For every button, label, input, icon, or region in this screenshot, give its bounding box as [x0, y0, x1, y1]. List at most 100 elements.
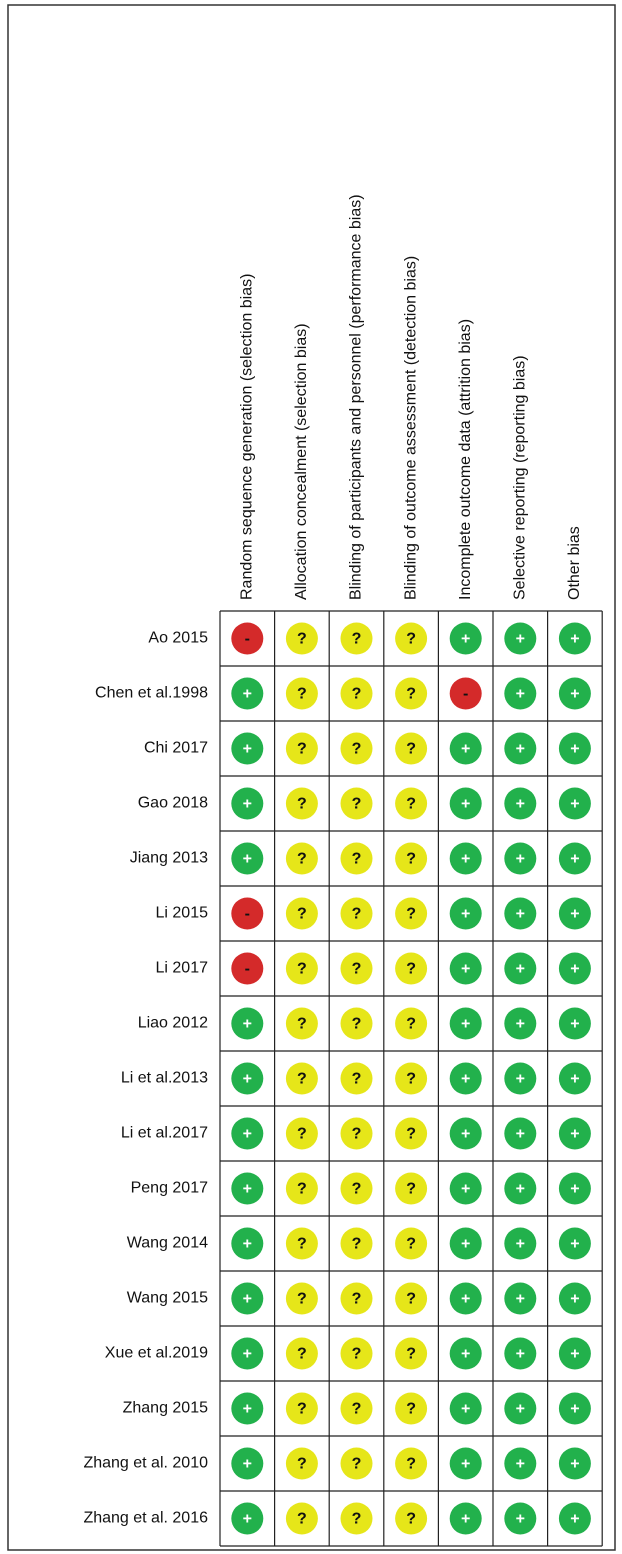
judgment-symbol: + — [243, 1346, 252, 1363]
judgment-symbol: + — [570, 961, 579, 978]
judgment-symbol: + — [570, 1401, 579, 1418]
judgment-symbol: + — [570, 1181, 579, 1198]
judgment-dot — [395, 1062, 428, 1095]
study-label: Wang 2014 — [127, 1235, 208, 1252]
judgment-symbol: + — [570, 1291, 579, 1308]
judgment-dot — [285, 732, 318, 765]
judgment-symbol: ? — [406, 686, 416, 703]
judgment-symbol: ? — [352, 1126, 362, 1143]
judgment-symbol: ? — [297, 1016, 307, 1033]
judgment-symbol: + — [516, 906, 525, 923]
judgment-symbol: ? — [406, 1126, 416, 1143]
judgment-dot — [231, 677, 264, 710]
judgment-dot — [504, 1447, 537, 1480]
judgment-dot — [449, 1172, 482, 1205]
judgment-symbol: + — [243, 1456, 252, 1473]
judgment-symbol: + — [461, 1346, 470, 1363]
judgment-symbol: + — [570, 1071, 579, 1088]
judgment-dot — [558, 1062, 591, 1095]
judgment-symbol: ? — [406, 1401, 416, 1418]
study-label: Zhang 2015 — [123, 1400, 209, 1417]
judgment-symbol: ? — [352, 961, 362, 978]
judgment-dot — [504, 1172, 537, 1205]
judgment-dot — [449, 1447, 482, 1480]
judgment-symbol: + — [516, 1456, 525, 1473]
judgment-dot — [558, 677, 591, 710]
judgment-symbol: ? — [406, 1071, 416, 1088]
judgment-dot — [504, 1337, 537, 1370]
judgment-symbol: ? — [352, 1236, 362, 1253]
judgment-symbol: ? — [297, 851, 307, 868]
judgment-dot — [231, 1227, 264, 1260]
judgment-symbol: + — [461, 1401, 470, 1418]
judgment-dot — [340, 1282, 373, 1315]
judgment-dot — [449, 1117, 482, 1150]
judgment-symbol: ? — [297, 796, 307, 813]
judgment-symbol: ? — [352, 1401, 362, 1418]
judgment-dot — [558, 842, 591, 875]
judgment-dot — [504, 952, 537, 985]
judgment-symbol: ? — [406, 1181, 416, 1198]
judgment-symbol: + — [516, 1291, 525, 1308]
judgment-dot — [449, 1392, 482, 1425]
judgment-dot — [449, 1282, 482, 1315]
judgment-symbol: ? — [297, 1511, 307, 1528]
study-label: Peng 2017 — [131, 1180, 209, 1197]
judgment-dot — [504, 1062, 537, 1095]
judgment-dot — [449, 732, 482, 765]
judgment-dot — [395, 952, 428, 985]
judgment-dot — [504, 1282, 537, 1315]
judgment-dot — [449, 952, 482, 985]
judgment-symbol: ? — [352, 1456, 362, 1473]
judgment-dot — [449, 842, 482, 875]
judgment-symbol: + — [570, 686, 579, 703]
judgment-dot — [504, 842, 537, 875]
judgment-dot — [395, 1172, 428, 1205]
column-header: Incomplete outcome data (attrition bias) — [457, 319, 474, 600]
judgment-dot — [285, 787, 318, 820]
judgment-symbol: + — [243, 1016, 252, 1033]
judgment-symbol: + — [243, 1401, 252, 1418]
study-label: Zhang et al. 2016 — [83, 1510, 208, 1527]
judgment-symbol: + — [516, 1346, 525, 1363]
judgment-dot — [285, 622, 318, 655]
judgment-symbol: + — [461, 1291, 470, 1308]
judgment-dot — [504, 1007, 537, 1040]
judgment-symbol: ? — [297, 1236, 307, 1253]
judgment-dot — [285, 1227, 318, 1260]
study-label: Chi 2017 — [144, 740, 208, 757]
judgment-dot — [231, 1337, 264, 1370]
judgment-dot — [231, 1282, 264, 1315]
judgment-dot — [449, 897, 482, 930]
judgment-dot — [340, 1337, 373, 1370]
judgment-dot — [558, 622, 591, 655]
judgment-symbol: ? — [406, 741, 416, 758]
judgment-dot — [558, 1447, 591, 1480]
judgment-dot — [285, 1392, 318, 1425]
judgment-dot — [449, 787, 482, 820]
judgment-dot — [231, 1117, 264, 1150]
judgment-dot — [231, 622, 264, 655]
judgment-dot — [558, 1282, 591, 1315]
judgment-symbol: + — [516, 1181, 525, 1198]
judgment-symbol: ? — [352, 1346, 362, 1363]
judgment-symbol: - — [463, 686, 468, 703]
judgment-symbol: + — [461, 741, 470, 758]
judgment-dot — [285, 1007, 318, 1040]
judgment-dot — [449, 1337, 482, 1370]
judgment-symbol: ? — [406, 1346, 416, 1363]
judgment-symbol: ? — [406, 1511, 416, 1528]
judgment-symbol: + — [516, 796, 525, 813]
frame — [7, 4, 616, 1551]
judgment-dot — [395, 1502, 428, 1535]
judgment-symbol: ? — [352, 1016, 362, 1033]
judgment-symbol: + — [570, 796, 579, 813]
judgment-symbol: + — [461, 1511, 470, 1528]
column-header: Allocation concealment (selection bias) — [293, 323, 310, 600]
judgment-symbol: + — [570, 1456, 579, 1473]
judgment-dot — [285, 1502, 318, 1535]
judgment-dot — [285, 1172, 318, 1205]
judgment-dot — [558, 732, 591, 765]
study-label: Li et al.2013 — [121, 1070, 208, 1087]
